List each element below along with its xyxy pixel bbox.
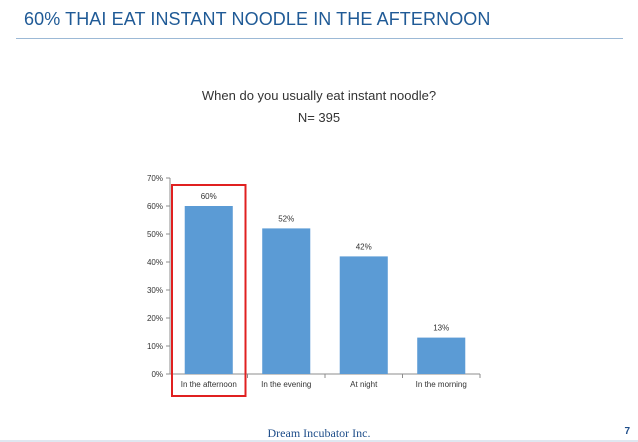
x-tick-label: In the evening [261,380,311,389]
y-tick-label: 40% [147,258,163,267]
y-tick-label: 0% [151,370,163,379]
data-label: 60% [201,192,217,201]
y-tick-label: 30% [147,286,163,295]
y-tick-label: 50% [147,230,163,239]
page-number: 7 [624,426,630,437]
footer-divider [0,440,638,442]
bar-at-night [339,256,388,374]
x-tick-label: At night [350,380,378,389]
title-divider [16,38,623,39]
slide-title: 60% THAI EAT INSTANT NOODLE IN THE AFTER… [24,9,491,29]
data-label: 13% [433,324,449,333]
chart-subtitle: N= 395 [297,110,341,125]
slide-header: 60% THAI EAT INSTANT NOODLE IN THE AFTER… [0,0,638,42]
footer-brand: Dream Incubator Inc. [267,426,371,440]
data-label: 52% [278,214,294,223]
chart-title: When do you usually eat instant noodle? [201,88,437,103]
y-tick-label: 60% [147,202,163,211]
bar-in-the-evening [262,228,311,374]
bar-in-the-afternoon [184,206,233,374]
y-tick-label: 10% [147,342,163,351]
y-tick-label: 20% [147,314,163,323]
data-label: 42% [356,242,372,251]
x-tick-label: In the morning [416,380,467,389]
highlight-box [171,184,247,397]
bar-in-the-morning [417,337,466,374]
x-tick-label: In the afternoon [181,380,237,389]
y-tick-label: 70% [147,174,163,183]
